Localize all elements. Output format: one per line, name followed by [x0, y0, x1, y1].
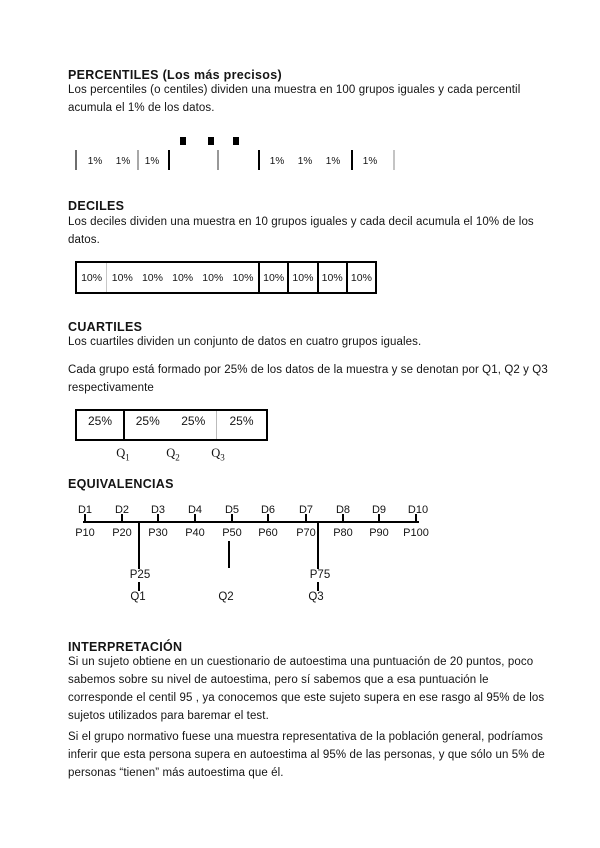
percentile-cell-label: 1% [269, 156, 285, 167]
equivalencias-heading: EQUIVALENCIAS [68, 477, 174, 491]
q1-connector-line [138, 582, 140, 591]
interpretacion-para1-line: corresponde el centil 95 , ya conocemos … [68, 692, 545, 704]
ellipsis-dot [233, 137, 239, 145]
quartile-q3-label: Q3 [211, 446, 225, 463]
cuartiles-heading: CUARTILES [68, 320, 143, 334]
axis-tick [305, 514, 307, 522]
decile-tick-label: D10 [407, 504, 429, 516]
axis-tick [378, 514, 380, 522]
number-line [83, 521, 419, 523]
interpretacion-para2-line: Si el grupo normativo fuese una muestra … [68, 731, 543, 743]
quartile-q2-label: Q2 [166, 446, 180, 463]
decile-tick-label: D7 [298, 504, 314, 516]
decile-tick-label: D5 [224, 504, 240, 516]
axis-tick [342, 514, 344, 522]
percentile-cell-label: 1% [362, 156, 378, 167]
q2-label: Q2 [218, 591, 234, 603]
deciles-body-line: Los deciles dividen una muestra en 10 gr… [68, 216, 534, 228]
p75-drop-line [317, 523, 319, 569]
cuartiles-body-line: Los cuartiles dividen un conjunto de dat… [68, 336, 422, 348]
q3-connector-line [317, 582, 319, 591]
percentile-tick-label: P30 [148, 527, 168, 539]
q3-label: Q3 [308, 591, 324, 603]
quartile-cell-label: 25% [135, 414, 160, 428]
percentile-tick-label: P10 [75, 527, 95, 539]
percentile-divider-bar [393, 150, 395, 170]
interpretacion-para1-line: Si un sujeto obtiene en un cuestionario … [68, 656, 534, 668]
decile-cell: 10% [228, 263, 261, 292]
axis-tick [415, 514, 417, 522]
axis-tick [267, 514, 269, 522]
quartile-cell-label: 25% [181, 414, 206, 428]
decile-tick-label: D3 [150, 504, 166, 516]
percentile-divider-bar [258, 150, 260, 170]
decile-tick-label: D8 [335, 504, 351, 516]
axis-tick [194, 514, 196, 522]
percentile-divider-bar [217, 150, 219, 170]
decile-cell: 10% [141, 271, 163, 284]
percentile-divider-bar [351, 150, 353, 170]
p75-label: P75 [309, 569, 331, 581]
quartile-q1-label: Q1 [116, 446, 130, 463]
decile-tick-label: D4 [187, 504, 203, 516]
axis-tick [231, 514, 233, 522]
percentile-cell-label: 1% [297, 156, 313, 167]
percentile-tick-label: P60 [258, 527, 278, 539]
interpretacion-para1-line: sujetos utilizados para baremar el test. [68, 710, 269, 722]
cuartiles-body-line: Cada grupo está formado por 25% de los d… [68, 364, 548, 376]
percentile-divider-bar [168, 150, 170, 170]
decile-tick-label: D1 [77, 504, 93, 516]
deciles-body-line: datos. [68, 234, 100, 246]
p25-label: P25 [129, 569, 151, 581]
percentile-tick-label: P70 [296, 527, 316, 539]
percentile-divider-bar [137, 150, 139, 170]
quartile-cell: 25% [229, 414, 254, 428]
quartiles-table: 25% 25% 25% 25% [75, 409, 268, 441]
percentile-tick-label: P100 [403, 527, 429, 539]
percentile-tick-label: P20 [112, 527, 132, 539]
interpretacion-para1-line: sabemos sobre su nivel de autoestima, pe… [68, 674, 489, 686]
quartile-cell: 25% [77, 411, 125, 439]
percentile-tick-label: P50 [222, 527, 242, 539]
decile-cell: 10% [319, 263, 348, 292]
interpretacion-para2-line: personas “tienen” más autoestima que él. [68, 767, 284, 779]
decile-cell: 10% [202, 271, 224, 284]
ellipsis-dot [208, 137, 214, 145]
percentile-tick-label: P90 [369, 527, 389, 539]
percentile-cell-label: 1% [115, 156, 131, 167]
percentile-tick-label: P80 [333, 527, 353, 539]
percentile-cell-label: 1% [325, 156, 341, 167]
deciles-table: 10% 10% 10% 10% 10% 10% 10% 10% 10% 10% [75, 261, 377, 294]
decile-tick-label: D9 [371, 504, 387, 516]
p25-drop-line [138, 523, 140, 569]
decile-tick-label: D6 [260, 504, 276, 516]
percentile-cell-label: 1% [87, 156, 103, 167]
q1-label: Q1 [130, 591, 146, 603]
axis-tick [157, 514, 159, 522]
ellipsis-dot [180, 137, 186, 145]
percentile-tick-label: P40 [185, 527, 205, 539]
axis-tick [121, 514, 123, 522]
percentile-divider-bar [75, 150, 77, 170]
interpretacion-heading: INTERPRETACIÓN [68, 640, 183, 654]
percentiles-body-line: Los percentiles (o centiles) dividen una… [68, 84, 521, 96]
decile-cell: 10% [260, 263, 290, 292]
deciles-heading: DECILES [68, 199, 125, 213]
q2-drop-line [228, 541, 230, 568]
percentiles-heading: PERCENTILES (Los más precisos) [68, 68, 282, 82]
decile-cell: 10% [350, 271, 372, 284]
percentiles-body-line: acumula el 1% de los datos. [68, 102, 215, 114]
interpretacion-para2-line: inferir que esta persona supera en autoe… [68, 749, 545, 761]
percentile-cell-label: 1% [144, 156, 160, 167]
decile-tick-label: D2 [114, 504, 130, 516]
decile-cell: 10% [172, 271, 194, 284]
decile-cell: 10% [111, 271, 133, 284]
quartile-cell-middle: 25% 25% [125, 411, 217, 439]
decile-cell: 10% [289, 263, 319, 292]
decile-cell: 10% [77, 263, 108, 292]
axis-tick [84, 514, 86, 522]
cuartiles-body-line: respectivamente [68, 382, 154, 394]
